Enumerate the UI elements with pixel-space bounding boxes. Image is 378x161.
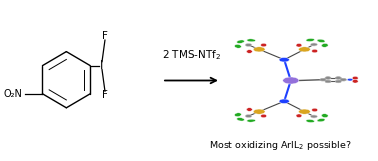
Ellipse shape — [246, 50, 253, 53]
Circle shape — [335, 80, 341, 83]
Ellipse shape — [306, 38, 314, 42]
Circle shape — [279, 57, 289, 62]
Circle shape — [299, 47, 310, 52]
Circle shape — [311, 115, 317, 118]
Ellipse shape — [352, 76, 358, 80]
Ellipse shape — [352, 80, 358, 83]
Ellipse shape — [296, 43, 302, 47]
Ellipse shape — [237, 118, 245, 121]
Circle shape — [299, 109, 310, 114]
Text: I: I — [100, 59, 104, 72]
Ellipse shape — [246, 108, 253, 111]
Text: O₂N: O₂N — [3, 89, 22, 99]
Ellipse shape — [261, 114, 266, 118]
Circle shape — [245, 43, 252, 46]
Ellipse shape — [317, 118, 325, 122]
Ellipse shape — [296, 114, 302, 118]
Circle shape — [283, 77, 299, 84]
Ellipse shape — [234, 44, 241, 48]
Text: Most oxidizing ArIL$_2$ possible?: Most oxidizing ArIL$_2$ possible? — [209, 139, 351, 152]
Circle shape — [325, 80, 331, 83]
Ellipse shape — [312, 108, 318, 112]
Circle shape — [279, 99, 289, 104]
Ellipse shape — [321, 114, 328, 118]
Text: F: F — [102, 31, 108, 41]
Ellipse shape — [247, 39, 256, 42]
Text: 2 TMS-NTf$_2$: 2 TMS-NTf$_2$ — [162, 48, 221, 62]
Circle shape — [335, 77, 341, 79]
Ellipse shape — [317, 39, 325, 43]
Circle shape — [320, 78, 326, 81]
Ellipse shape — [321, 43, 328, 47]
Circle shape — [253, 109, 265, 114]
Ellipse shape — [247, 119, 256, 122]
Text: F: F — [102, 90, 108, 100]
Circle shape — [245, 115, 252, 118]
Ellipse shape — [234, 113, 241, 117]
Circle shape — [325, 77, 331, 79]
Ellipse shape — [237, 40, 245, 43]
Ellipse shape — [306, 119, 314, 123]
Ellipse shape — [312, 49, 318, 53]
Circle shape — [253, 47, 265, 52]
Circle shape — [311, 43, 317, 46]
Circle shape — [341, 78, 346, 81]
Ellipse shape — [261, 43, 266, 47]
Circle shape — [347, 78, 353, 81]
